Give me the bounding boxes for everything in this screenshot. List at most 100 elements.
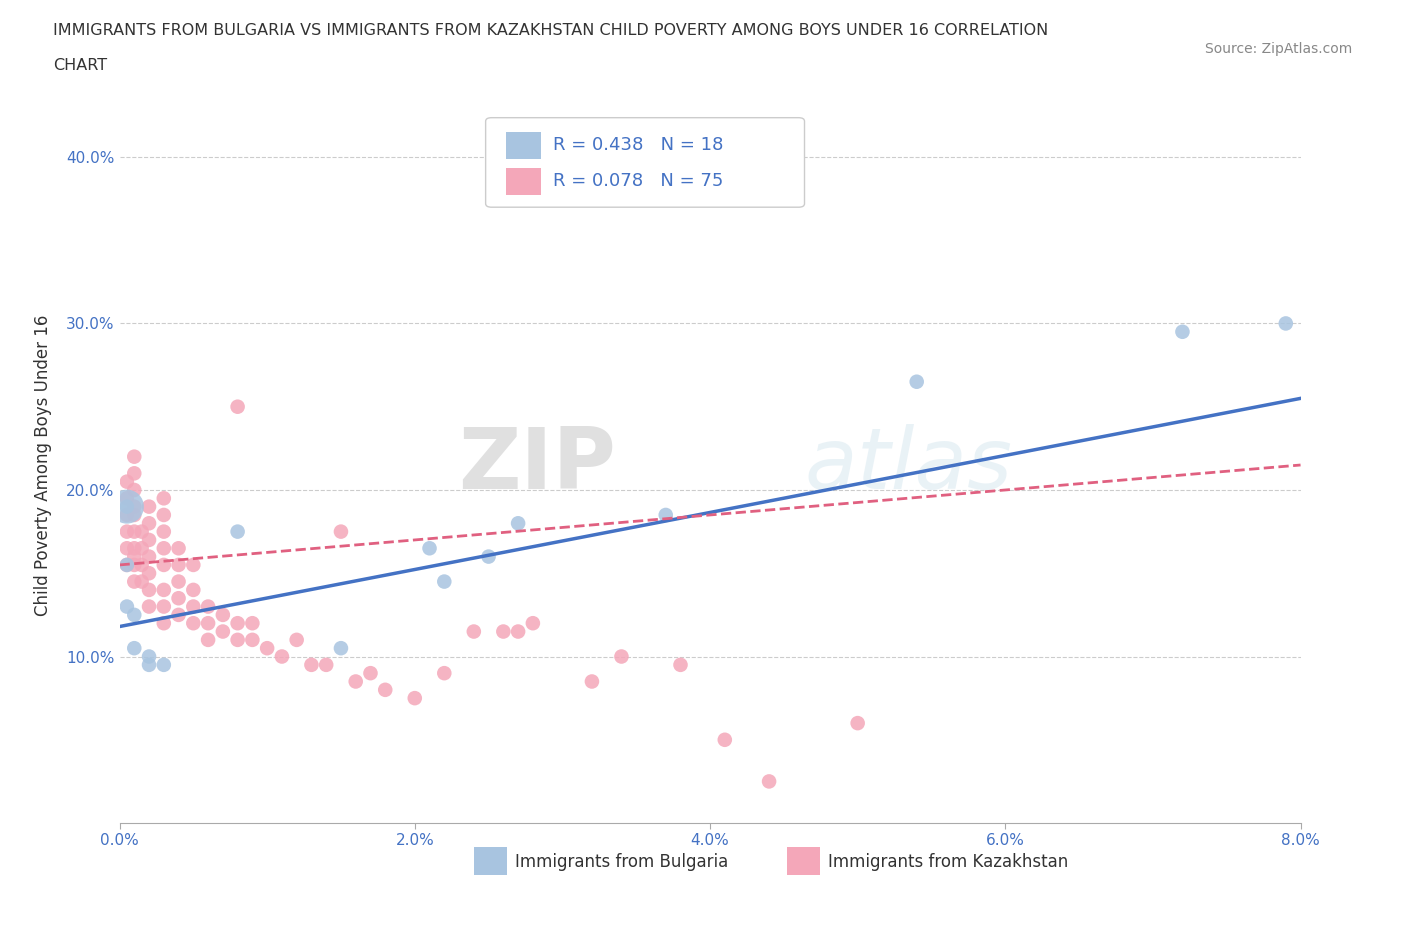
Point xyxy=(433,574,456,589)
Point xyxy=(167,591,190,605)
Point xyxy=(138,549,160,564)
Point xyxy=(197,599,219,614)
Point xyxy=(124,508,146,523)
Point xyxy=(905,374,928,389)
Point xyxy=(124,499,146,514)
Point xyxy=(138,516,160,531)
Bar xyxy=(506,132,541,159)
Text: R = 0.078   N = 75: R = 0.078 N = 75 xyxy=(553,172,723,190)
Point xyxy=(226,399,249,414)
Point xyxy=(226,632,249,647)
Point xyxy=(183,616,205,631)
Point xyxy=(115,541,138,556)
Text: Source: ZipAtlas.com: Source: ZipAtlas.com xyxy=(1205,42,1353,56)
Point xyxy=(329,525,352,539)
Point xyxy=(610,649,633,664)
Point xyxy=(301,658,323,672)
Point xyxy=(131,574,153,589)
Point xyxy=(124,574,146,589)
Point xyxy=(183,599,205,614)
Point xyxy=(1275,316,1298,331)
Point xyxy=(285,632,308,647)
Point xyxy=(115,557,138,572)
Point xyxy=(256,641,278,656)
Point xyxy=(124,541,146,556)
Point xyxy=(138,658,160,672)
Point xyxy=(714,732,737,747)
Point xyxy=(211,624,233,639)
Point xyxy=(138,499,160,514)
Bar xyxy=(787,847,820,874)
Point xyxy=(463,624,485,639)
Point xyxy=(167,541,190,556)
Point xyxy=(404,691,426,706)
Point xyxy=(758,774,780,789)
FancyBboxPatch shape xyxy=(485,118,804,207)
Point xyxy=(115,599,138,614)
Point xyxy=(167,607,190,622)
Text: R = 0.438   N = 18: R = 0.438 N = 18 xyxy=(553,136,723,153)
Point xyxy=(506,516,529,531)
Point xyxy=(433,666,456,681)
Point xyxy=(138,582,160,597)
Point xyxy=(669,658,692,672)
Point xyxy=(115,499,138,514)
Point xyxy=(197,632,219,647)
Point xyxy=(478,549,501,564)
Point xyxy=(522,616,544,631)
Y-axis label: Child Poverty Among Boys Under 16: Child Poverty Among Boys Under 16 xyxy=(34,314,52,616)
Point xyxy=(124,549,146,564)
Point xyxy=(344,674,367,689)
Text: IMMIGRANTS FROM BULGARIA VS IMMIGRANTS FROM KAZAKHSTAN CHILD POVERTY AMONG BOYS : IMMIGRANTS FROM BULGARIA VS IMMIGRANTS F… xyxy=(53,23,1049,38)
Point xyxy=(115,525,138,539)
Point xyxy=(153,582,174,597)
Point xyxy=(138,599,160,614)
Point xyxy=(846,716,869,731)
Point xyxy=(153,508,174,523)
Point xyxy=(183,557,205,572)
Point xyxy=(138,649,160,664)
Point xyxy=(242,632,264,647)
Point xyxy=(360,666,382,681)
Point xyxy=(506,624,529,639)
Point xyxy=(124,466,146,481)
Point xyxy=(167,557,190,572)
Point xyxy=(226,616,249,631)
Point xyxy=(115,508,138,523)
Point xyxy=(270,649,294,664)
Point xyxy=(329,641,352,656)
Point xyxy=(124,607,146,622)
Point xyxy=(153,541,174,556)
Point xyxy=(655,508,678,523)
Point xyxy=(124,557,146,572)
Point xyxy=(124,449,146,464)
Text: CHART: CHART xyxy=(53,58,107,73)
Point xyxy=(115,499,138,514)
Point xyxy=(115,474,138,489)
Bar xyxy=(506,167,541,195)
Point xyxy=(115,491,138,506)
Point xyxy=(211,607,233,622)
Text: atlas: atlas xyxy=(804,423,1012,507)
Point xyxy=(124,483,146,498)
Point xyxy=(183,582,205,597)
Point xyxy=(315,658,337,672)
Point xyxy=(242,616,264,631)
Point xyxy=(419,541,441,556)
Point xyxy=(131,557,153,572)
Text: ZIP: ZIP xyxy=(458,423,616,507)
Text: Immigrants from Kazakhstan: Immigrants from Kazakhstan xyxy=(828,854,1069,871)
Point xyxy=(153,557,174,572)
Point xyxy=(153,599,174,614)
Text: Immigrants from Bulgaria: Immigrants from Bulgaria xyxy=(515,854,728,871)
Point xyxy=(138,565,160,580)
Point xyxy=(124,641,146,656)
Point xyxy=(153,616,174,631)
Point xyxy=(115,557,138,572)
Point xyxy=(153,491,174,506)
Point xyxy=(138,533,160,548)
Point xyxy=(492,624,515,639)
Point xyxy=(1171,325,1194,339)
Point xyxy=(581,674,603,689)
Point xyxy=(131,541,153,556)
